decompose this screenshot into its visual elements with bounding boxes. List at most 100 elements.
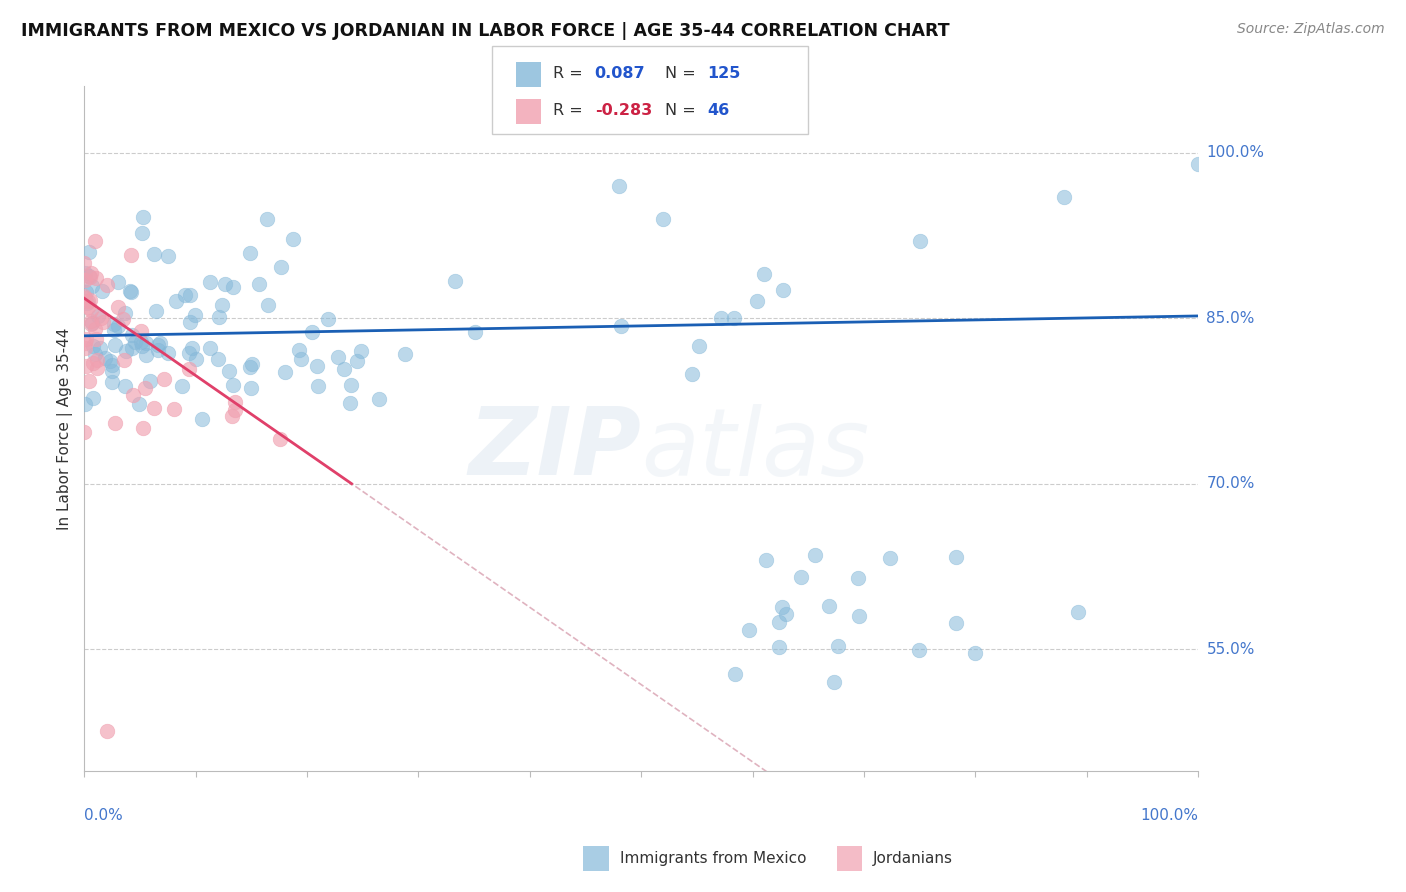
- Point: [256, 212, 278, 227]
- Point: [724, 667, 747, 681]
- Point: [122, 387, 145, 401]
- Point: [131, 339, 153, 353]
- Point: [333, 362, 356, 376]
- Point: [207, 352, 229, 367]
- Point: [115, 344, 138, 359]
- Point: [269, 432, 291, 446]
- Point: [350, 344, 373, 359]
- Text: 125: 125: [707, 66, 741, 81]
- Point: [86, 353, 108, 368]
- Point: [121, 341, 143, 355]
- Text: 0.087: 0.087: [595, 66, 645, 81]
- Point: [710, 310, 733, 325]
- Point: [143, 247, 166, 261]
- Point: [98, 354, 121, 368]
- Point: [75, 335, 97, 350]
- Point: [305, 359, 328, 373]
- Point: [607, 178, 630, 193]
- Point: [827, 639, 849, 653]
- Point: [652, 211, 675, 226]
- Point: [80, 302, 103, 317]
- Point: [211, 298, 233, 312]
- Y-axis label: In Labor Force | Age 35-44: In Labor Force | Age 35-44: [58, 327, 73, 530]
- Point: [90, 284, 112, 298]
- Text: -0.283: -0.283: [595, 103, 652, 119]
- Point: [84, 234, 107, 248]
- Point: [747, 294, 769, 309]
- Point: [121, 285, 143, 299]
- Point: [681, 367, 703, 381]
- Point: [80, 266, 103, 280]
- Point: [464, 326, 486, 340]
- Point: [75, 332, 97, 346]
- Point: [339, 378, 361, 392]
- Point: [79, 293, 101, 307]
- Point: [75, 285, 97, 300]
- Point: [124, 334, 146, 349]
- Point: [339, 396, 361, 410]
- Point: [157, 249, 180, 263]
- Point: [239, 360, 262, 375]
- Point: [173, 288, 195, 302]
- Text: N =: N =: [665, 103, 696, 119]
- Point: [132, 421, 155, 435]
- Point: [149, 336, 172, 351]
- Point: [145, 304, 167, 318]
- Point: [879, 550, 901, 565]
- Point: [240, 357, 263, 371]
- Point: [101, 375, 124, 389]
- Point: [107, 318, 129, 333]
- Point: [80, 313, 103, 327]
- Point: [104, 416, 127, 430]
- Point: [77, 244, 100, 259]
- Point: [1053, 190, 1076, 204]
- Point: [1067, 605, 1090, 619]
- Point: [738, 623, 761, 637]
- Point: [772, 283, 794, 297]
- Point: [129, 335, 152, 350]
- Point: [75, 291, 97, 305]
- Text: N =: N =: [665, 66, 696, 81]
- Text: Source: ZipAtlas.com: Source: ZipAtlas.com: [1237, 22, 1385, 37]
- Point: [170, 379, 193, 393]
- Point: [104, 337, 127, 351]
- Point: [768, 640, 790, 655]
- Point: [346, 354, 368, 368]
- Text: 100.0%: 100.0%: [1140, 808, 1198, 823]
- Point: [908, 234, 931, 248]
- Point: [270, 260, 292, 274]
- Point: [179, 315, 201, 329]
- Point: [181, 341, 204, 355]
- Point: [443, 274, 465, 288]
- Point: [80, 317, 103, 331]
- Point: [79, 269, 101, 284]
- Point: [131, 210, 153, 224]
- Point: [82, 317, 104, 331]
- Point: [114, 306, 136, 320]
- Point: [89, 341, 111, 355]
- Point: [79, 270, 101, 285]
- Point: [179, 288, 201, 302]
- Point: [770, 599, 793, 614]
- Point: [163, 401, 186, 416]
- Text: R =: R =: [553, 103, 582, 119]
- Point: [367, 392, 389, 406]
- Point: [804, 548, 827, 562]
- Point: [198, 275, 221, 289]
- Point: [73, 289, 96, 303]
- Point: [84, 271, 107, 285]
- Point: [80, 278, 103, 293]
- Point: [239, 246, 262, 260]
- Point: [75, 267, 97, 281]
- Point: [121, 327, 143, 342]
- Point: [129, 325, 152, 339]
- Point: [307, 379, 329, 393]
- Point: [247, 277, 270, 291]
- Point: [96, 723, 118, 738]
- Point: [135, 336, 157, 351]
- Point: [823, 675, 845, 690]
- Point: [288, 343, 311, 357]
- Point: [73, 273, 96, 287]
- Point: [107, 275, 129, 289]
- Point: [128, 397, 150, 411]
